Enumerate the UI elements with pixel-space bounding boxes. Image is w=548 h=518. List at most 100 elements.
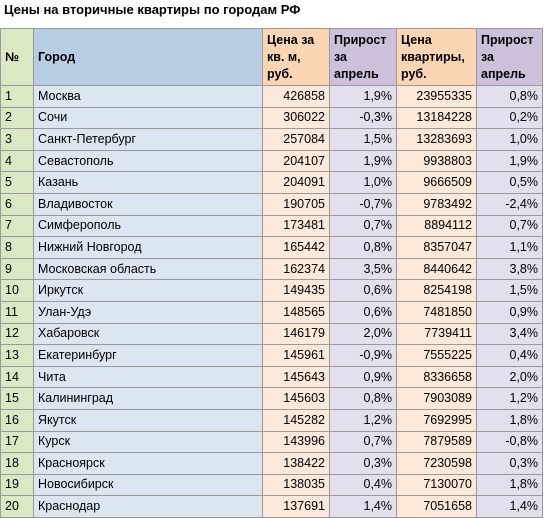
table-cell: 12 (0, 322, 34, 346)
table-cell: 1,4% (476, 495, 543, 518)
table-cell: 1,0% (329, 171, 397, 194)
table-cell: Калининград (33, 387, 263, 410)
table-cell: Севастополь (33, 149, 263, 173)
table-cell: Москва (33, 85, 263, 108)
table-cell: 11 (0, 300, 34, 324)
table-cell: Иркутск (33, 279, 263, 302)
table-cell: 14 (0, 365, 34, 389)
table-cell: 0,8% (329, 387, 397, 410)
table-row: 4 Севастополь 204107 1,9% 9938803 1,9% (0, 149, 543, 173)
table-cell: 1,0% (476, 128, 543, 151)
table-cell: 3,5% (329, 257, 397, 281)
table-cell: 1,9% (329, 85, 397, 108)
table-cell: 8 (0, 236, 34, 259)
table-cell: 19 (0, 473, 34, 497)
table-row: 5 Казань 204091 1,0% 9666509 0,5% (0, 171, 543, 194)
title: Цены на вторичные квартиры по городам РФ (4, 2, 301, 17)
table-cell: 23955335 (396, 85, 477, 108)
table-cell: 0,4% (476, 344, 543, 367)
table-cell: 17 (0, 430, 34, 454)
table-cell: 7230598 (396, 452, 477, 475)
table-cell: 1,5% (476, 279, 543, 302)
table-cell: 162374 (262, 257, 330, 281)
table-cell: Якутск (33, 408, 263, 432)
table-cell: 7903089 (396, 387, 477, 410)
table-cell: Улан-Удэ (33, 300, 263, 324)
table-cell: Московская область (33, 257, 263, 281)
table-cell: 4 (0, 149, 34, 173)
table-cell: 137691 (262, 495, 330, 518)
table-cell: Чита (33, 365, 263, 389)
table-cell: Нижний Новгород (33, 236, 263, 259)
table-cell: 0,4% (329, 473, 397, 497)
table-row: 3 Санкт-Петербург 257084 1,5% 13283693 1,0% (0, 128, 543, 151)
table-cell: 8254198 (396, 279, 477, 302)
table-cell: 146179 (262, 322, 330, 346)
table-cell: 0,9% (476, 300, 543, 324)
table-cell: 13 (0, 344, 34, 367)
table-cell: 0,7% (329, 214, 397, 238)
table-row: 20 Краснодар 137691 1,4% 7051658 1,4% (0, 495, 543, 518)
table-cell: 306022 (262, 106, 330, 130)
table-row: 7 Симферополь 173481 0,7% 8894112 0,7% (0, 214, 543, 238)
table-row: 17 Курск 143996 0,7% 7879589 -0,8% (0, 430, 543, 454)
table-cell: 18 (0, 452, 34, 475)
table-cell: Владивосток (33, 192, 263, 216)
table-cell: 1,9% (329, 149, 397, 173)
table-cell: 0,5% (476, 171, 543, 194)
table-cell: 204107 (262, 149, 330, 173)
table-cell: 145603 (262, 387, 330, 410)
table-cell: 3,8% (476, 257, 543, 281)
table-row: 15 Калининград 145603 0,8% 7903089 1,2% (0, 387, 543, 410)
table-cell: Екатеринбург (33, 344, 263, 367)
table-cell: 1,2% (476, 387, 543, 410)
table-row: 13 Екатеринбург 145961 -0,9% 7555225 0,4% (0, 344, 543, 367)
table-cell: 6 (0, 192, 34, 216)
table-cell: 0,7% (329, 430, 397, 454)
table-row: 18 Красноярск 138422 0,3% 7230598 0,3% (0, 452, 543, 475)
table-cell: 0,8% (476, 85, 543, 108)
header-row: № Город Цена за кв. м, руб. Прирост за апре… (0, 28, 543, 86)
table-cell: 173481 (262, 214, 330, 238)
table-row: 10 Иркутск 149435 0,6% 8254198 1,5% (0, 279, 543, 302)
table-cell: 0,9% (329, 365, 397, 389)
table-cell: 0,3% (329, 452, 397, 475)
table-body: 1 Москва 426858 1,9% 23955335 0,8% 2 Сочи 306022… (0, 85, 543, 518)
table-cell: 149435 (262, 279, 330, 302)
table-cell: 8440642 (396, 257, 477, 281)
table-cell: 16 (0, 408, 34, 432)
table-cell: 2 (0, 106, 34, 130)
table-cell: 148565 (262, 300, 330, 324)
table-cell: 9938803 (396, 149, 477, 173)
table-cell: Краснодар (33, 495, 263, 518)
header-cell: Город (33, 28, 263, 86)
table-cell: 145961 (262, 344, 330, 367)
table-cell: 15 (0, 387, 34, 410)
table-cell: 9 (0, 257, 34, 281)
table-cell: -0,7% (329, 192, 397, 216)
header-cell: Цена за кв. м, руб. (262, 28, 330, 86)
table-cell: 257084 (262, 128, 330, 151)
table-cell: Санкт-Петербург (33, 128, 263, 151)
table-cell: 9666509 (396, 171, 477, 194)
table-row: 16 Якутск 145282 1,2% 7692995 1,8% (0, 408, 543, 432)
table-cell: 7555225 (396, 344, 477, 367)
table-cell: Курск (33, 430, 263, 454)
table-cell: 3,4% (476, 322, 543, 346)
table-cell: 1,8% (476, 408, 543, 432)
table-row: 12 Хабаровск 146179 2,0% 7739411 3,4% (0, 322, 543, 346)
table-cell: 13184228 (396, 106, 477, 130)
table-cell: 9783492 (396, 192, 477, 216)
price-table: № Город Цена за кв. м, руб. Прирост за апре… (0, 28, 543, 518)
table-cell: Сочи (33, 106, 263, 130)
table-row: 19 Новосибирск 138035 0,4% 7130070 1,8% (0, 473, 543, 497)
table-cell: 3 (0, 128, 34, 151)
table-cell: 0,8% (329, 236, 397, 259)
table-cell: 10 (0, 279, 34, 302)
table-cell: 7739411 (396, 322, 477, 346)
header-cell: № (0, 28, 34, 86)
table-cell: 1 (0, 85, 34, 108)
table-cell: 145643 (262, 365, 330, 389)
table-cell: 1,1% (476, 236, 543, 259)
table-cell: 13283693 (396, 128, 477, 151)
